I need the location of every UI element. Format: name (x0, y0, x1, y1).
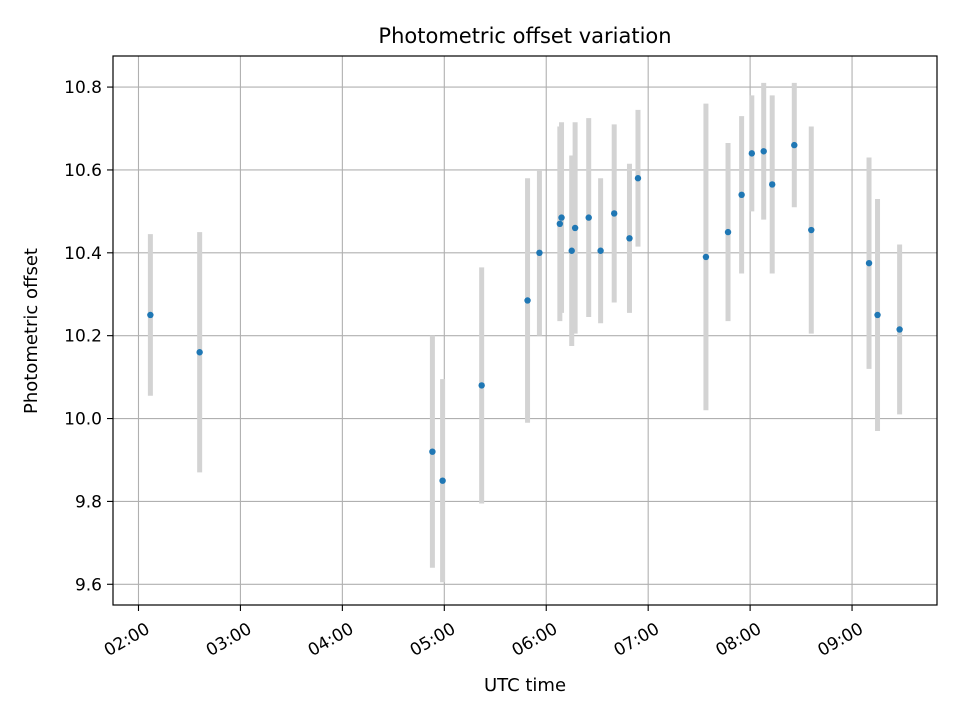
y-tick-label: 10.2 (64, 327, 102, 347)
y-tick-label: 10.6 (64, 161, 102, 181)
data-point (568, 247, 575, 254)
grid (113, 56, 937, 605)
data-point (597, 247, 604, 254)
data-point (585, 214, 592, 221)
y-tick-label: 9.6 (75, 575, 102, 595)
data-point (147, 311, 154, 319)
data-point (196, 349, 203, 356)
data-point (556, 220, 564, 228)
data-point (865, 259, 873, 267)
y-axis-title: Photometric offset (21, 248, 42, 414)
data-point (791, 141, 798, 149)
data-point (429, 448, 436, 455)
data-point (724, 228, 732, 236)
data-point (702, 253, 710, 261)
y-tick-label: 10.8 (64, 78, 102, 98)
data-point (738, 191, 745, 199)
data-point (478, 382, 485, 389)
data-point (626, 235, 633, 242)
data-point (769, 181, 776, 188)
y-tick-label: 10.0 (64, 410, 102, 430)
y-tick-label: 9.8 (75, 492, 102, 512)
data-point (558, 214, 565, 221)
data-points (147, 141, 903, 484)
data-point (634, 175, 642, 182)
x-axis-title: UTC time (484, 675, 566, 696)
data-point (571, 224, 579, 232)
data-point (896, 326, 903, 333)
data-point (524, 297, 531, 304)
data-point (439, 477, 446, 484)
chart-title: Photometric offset variation (378, 24, 671, 48)
data-point (874, 311, 881, 319)
y-tick-label: 10.4 (64, 244, 102, 264)
data-point (610, 210, 618, 217)
data-point (760, 148, 767, 155)
plot-area-frame (112, 55, 938, 606)
data-point (536, 249, 543, 257)
data-point (748, 150, 756, 157)
data-point (808, 226, 815, 234)
